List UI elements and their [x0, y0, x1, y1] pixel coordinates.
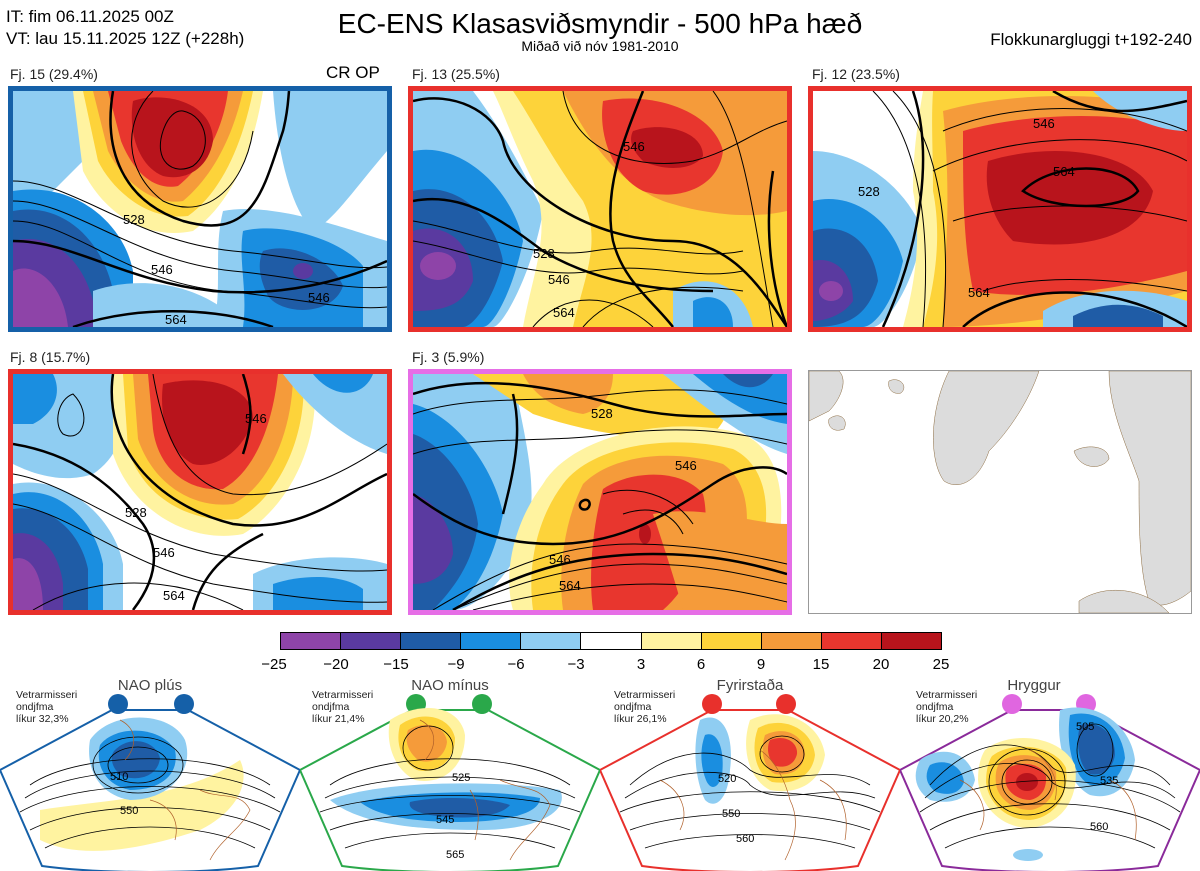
contour-label: 564 [163, 588, 185, 603]
regime-title: NAO plús [117, 677, 183, 694]
regime-title: NAO mínus [411, 677, 489, 694]
cluster-label: Fj. 12 (23.5%) [812, 66, 900, 82]
header-times: IT: fim 06.11.2025 00Z VT: lau 15.11.202… [6, 6, 244, 50]
contour-label: 546 [549, 552, 571, 567]
contour-label: 528 [125, 505, 147, 520]
issue-time: IT: fim 06.11.2025 00Z [6, 7, 174, 26]
contour-label: 528 [533, 246, 555, 261]
contour-label: 505 [1076, 721, 1094, 733]
regime-dot [472, 694, 492, 714]
contour-label: 528 [123, 212, 145, 227]
contour-label: 546 [151, 262, 173, 277]
colorbar-swatch [761, 633, 822, 649]
regime-dot [108, 694, 128, 714]
cluster-map-3: 546 564 528 564 [808, 86, 1192, 332]
contour-label: 564 [968, 285, 990, 300]
regime-note: Vetrarmisseri ondjfma líkur 26,1% [614, 689, 676, 725]
colorbar-tick: 9 [756, 656, 766, 673]
contour-label: 550 [722, 808, 740, 820]
contour-label: 546 [245, 411, 267, 426]
colorbar-swatch [881, 633, 942, 649]
regime-dot [702, 694, 722, 714]
colorbar-swatch [821, 633, 882, 649]
contour-label: 525 [452, 772, 470, 784]
colorbar-swatch [581, 633, 642, 649]
contour-label: 546 [548, 272, 570, 287]
valid-time: VT: lau 15.11.2025 12Z (+228h) [6, 29, 245, 48]
contour-label: 560 [736, 833, 754, 845]
colorbar-swatch [701, 633, 762, 649]
cluster-label: Fj. 15 (29.4%) [10, 66, 98, 82]
regime-dot [1002, 694, 1022, 714]
colorbar-swatch [281, 633, 342, 649]
regime-note: Vetrarmisseri ondjfma líkur 21,4% [312, 689, 374, 725]
contour-label: 546 [623, 139, 645, 154]
colorbar-tick: 25 [932, 656, 950, 673]
cluster-map-4: 546 528 546 564 [8, 369, 392, 615]
contour-label: 546 [1033, 116, 1055, 131]
colorbar-tick: −20 [323, 656, 349, 673]
contour-label: 564 [165, 312, 187, 327]
regime-map-blocking: 520 550 560 [600, 694, 900, 871]
regime-dot [174, 694, 194, 714]
contour-label: 535 [1100, 775, 1118, 787]
colorbar-swatch [341, 633, 402, 649]
contour-label: 550 [120, 805, 138, 817]
contour-label: 528 [591, 406, 613, 421]
cluster-window: Flokkunargluggi t+192-240 [990, 30, 1192, 49]
cluster-map-5: 528 546 546 564 [408, 369, 792, 615]
colorbar-tick: −3 [567, 656, 585, 673]
cluster-label: Fj. 3 (5.9%) [412, 349, 485, 365]
colorbar-swatch [641, 633, 702, 649]
contour-label: 520 [718, 773, 736, 785]
regime-map-nao-minus: 525 545 565 [300, 694, 600, 871]
contour-label: 564 [553, 305, 575, 320]
contour-label: 560 [1090, 821, 1108, 833]
op-label: CR OP [326, 63, 380, 82]
cluster-map-1: 528 546 546 564 [8, 86, 392, 332]
colorbar-tick: −9 [447, 656, 465, 673]
contour-label: 546 [675, 458, 697, 473]
colorbar [280, 632, 942, 650]
contour-label: 510 [110, 771, 128, 783]
regime-title: Hryggur [1007, 677, 1061, 694]
base-map [808, 370, 1192, 614]
colorbar-tick: −25 [261, 656, 287, 673]
regime-dot [776, 694, 796, 714]
colorbar-swatch [521, 633, 582, 649]
regime-title: Fyrirstaða [716, 677, 784, 694]
contour-label: 546 [153, 545, 175, 560]
colorbar-tick: 3 [636, 656, 646, 673]
colorbar-swatch [401, 633, 462, 649]
regime-note: Vetrarmisseri ondjfma líkur 20,2% [916, 689, 978, 725]
colorbar-tick: 15 [812, 656, 830, 673]
cluster-label: Fj. 13 (25.5%) [412, 66, 500, 82]
contour-label: 564 [1053, 164, 1075, 179]
contour-label: 545 [436, 814, 454, 826]
cluster-map-2: 528 546 546 564 [408, 86, 792, 332]
colorbar-tick: −15 [383, 656, 409, 673]
regime-map-ridge: 505 535 560 [900, 694, 1200, 871]
contour-label: 528 [858, 184, 880, 199]
colorbar-swatch [461, 633, 522, 649]
page-title: EC-ENS Klasasviðsmyndir - 500 hPa hæð [337, 8, 863, 39]
contour-label: 546 [308, 290, 330, 305]
colorbar-tick: 6 [696, 656, 706, 673]
contour-label: 565 [446, 849, 464, 861]
colorbar-tick: −6 [507, 656, 525, 673]
regime-map-nao-plus: 510 550 [0, 694, 300, 871]
contour-label: 564 [559, 578, 581, 593]
page-subtitle: Miðað við nóv 1981-2010 [521, 38, 679, 54]
regime-note: Vetrarmisseri ondjfma líkur 32,3% [16, 689, 78, 725]
cluster-label: Fj. 8 (15.7%) [10, 349, 91, 365]
colorbar-tick: 20 [872, 656, 890, 673]
